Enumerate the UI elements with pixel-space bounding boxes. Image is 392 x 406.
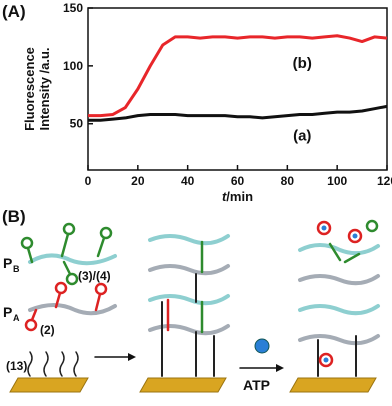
y-axis-label-line: Fluorescence [22, 47, 37, 131]
plot: 50 100 150 0 20 40 60 80 100 120 FluorescenceInten… [22, 1, 392, 204]
arrow-head [128, 353, 136, 361]
atp-sphere [254, 338, 270, 354]
green-hairpin [20, 236, 34, 250]
red-hairpin [24, 318, 38, 332]
y-tick-label: 50 [70, 117, 84, 131]
series-line [88, 104, 388, 122]
label-pa-sub: A [13, 313, 20, 323]
y-axis-label: FluorescenceIntensity /a.u. [22, 47, 52, 131]
label-surface: (13) [6, 359, 27, 373]
series-label: (b) [293, 55, 312, 72]
panel-label: (B) [2, 207, 26, 226]
x-tick-label: 60 [231, 174, 245, 188]
y-tick-label: 150 [63, 1, 83, 15]
red-hairpin [30, 291, 102, 322]
x-tick-label: 0 [85, 174, 92, 188]
diagram [9, 219, 380, 393]
y-axis-label-line: Intensity /a.u. [37, 47, 52, 130]
strand-pb [28, 253, 117, 266]
x-axis-label-symbol: t [222, 189, 227, 204]
released-strands [298, 219, 380, 377]
green-hairpin [65, 272, 79, 286]
green-hairpin [62, 260, 72, 276]
series-line [88, 34, 388, 118]
red-hairpin [54, 281, 68, 295]
thiol-strands [27, 351, 79, 377]
y-tick-label: 100 [63, 59, 83, 73]
x-tick-label: 80 [281, 174, 295, 188]
gold-surface [9, 377, 89, 393]
label-pb: P [3, 255, 12, 271]
x-axis-label: t/min [222, 189, 253, 204]
green-hairpin [62, 222, 76, 236]
green-hairpin [26, 232, 106, 264]
panel-label: (A) [2, 2, 26, 21]
gold-surface [139, 377, 227, 393]
label-pb-sub: B [13, 264, 20, 274]
assembled-strands [148, 234, 230, 377]
strand-pa [28, 303, 117, 316]
plot-frame [87, 7, 388, 171]
label-pa-id: (2) [40, 323, 55, 337]
x-tick-label: 120 [377, 174, 392, 188]
arrow-head [276, 364, 284, 372]
label-pa: P [3, 304, 12, 320]
x-axis-label-unit: /min [226, 189, 253, 204]
label-pb-id: (3)/(4) [78, 269, 111, 283]
green-hairpin [99, 226, 113, 240]
x-tick-label: 20 [131, 174, 145, 188]
label-trigger: ATP [243, 377, 270, 393]
red-hairpin [94, 282, 108, 296]
x-tick-label: 100 [327, 174, 347, 188]
x-tick-label: 40 [181, 174, 195, 188]
gold-surface [289, 377, 377, 393]
series-label: (a) [293, 127, 311, 144]
